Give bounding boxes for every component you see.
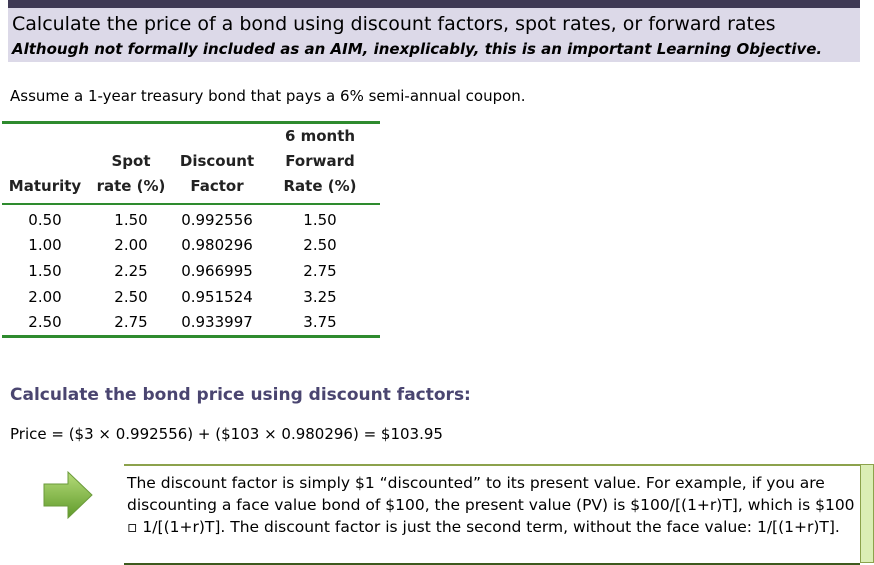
header-line: Spot: [111, 152, 151, 170]
header-line: 6 month: [284, 127, 356, 145]
header-cell: 6 month Forward Rate (%): [260, 124, 380, 199]
table-cell: 2.50: [28, 313, 62, 332]
subtitle: Although not formally included as an AIM…: [12, 40, 823, 58]
table-cell: 0.50: [28, 210, 62, 229]
title: Calculate the price of a bond using disc…: [12, 13, 776, 35]
header-band: [8, 8, 860, 62]
section-title: Calculate the bond price using discount …: [10, 385, 471, 405]
header-line: rate (%): [96, 177, 166, 195]
table-cell: 2.00: [114, 236, 148, 255]
table-row: 2.50 2.75 0.933997 3.75: [2, 309, 380, 335]
table-row: 0.50 1.50 0.992556 1.50: [2, 207, 380, 233]
top-bar: [8, 0, 860, 8]
table-cell: 0.980296: [181, 236, 253, 255]
table-cell: 0.966995: [181, 261, 253, 280]
arrow-icon: [43, 470, 93, 520]
table-cell: 1.50: [28, 261, 62, 280]
table-cell: 2.00: [28, 287, 62, 306]
table-cell: 1.50: [303, 210, 337, 229]
table-cell: 0.933997: [181, 313, 253, 332]
header-line: Maturity: [8, 177, 82, 195]
header-cell: Spot rate (%): [88, 149, 174, 199]
header-line: Discount: [179, 152, 255, 170]
header-line: Rate (%): [283, 177, 357, 195]
table-row: 1.50 2.25 0.966995 2.75: [2, 258, 380, 284]
table-cell: 2.75: [114, 313, 148, 332]
table-cell: 2.75: [303, 261, 337, 280]
header-line: Forward: [285, 152, 355, 170]
table-row: 1.00 2.00 0.980296 2.50: [2, 233, 380, 259]
table-cell: 3.25: [303, 287, 337, 306]
formula: Price = ($3 × 0.992556) + ($103 × 0.9802…: [10, 425, 443, 443]
rates-table: Maturity Spot rate (%) Discount Factor 6 mont…: [2, 121, 380, 338]
table-cell: 1.50: [114, 210, 148, 229]
intro: Assume a 1-year treasury bond that pays …: [10, 87, 526, 105]
header-cell: Maturity: [2, 174, 88, 199]
table-cell: 2.25: [114, 261, 148, 280]
header-cell: Discount Factor: [174, 149, 260, 199]
table-cell: 1.00: [28, 236, 62, 255]
note-side-bar: [860, 464, 874, 563]
header-line: Factor: [190, 177, 244, 195]
table-cell: 3.75: [303, 313, 337, 332]
table-header: Maturity Spot rate (%) Discount Factor 6 mont…: [2, 124, 380, 205]
table-cell: 2.50: [114, 287, 148, 306]
table-cell: 0.951524: [181, 287, 253, 306]
table-row: 2.00 2.50 0.951524 3.25: [2, 284, 380, 310]
note-text: The discount factor is simply $1 “discou…: [127, 474, 855, 536]
table-cell: 2.50: [303, 236, 337, 255]
table-body: 0.50 1.50 0.992556 1.50 1.00 2.00 0.980296 2.50…: [2, 205, 380, 335]
table-cell: 0.992556: [181, 210, 253, 229]
